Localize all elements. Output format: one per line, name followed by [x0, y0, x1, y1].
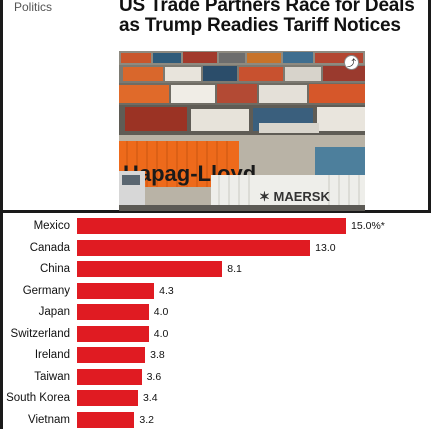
chart-row: Taiwan 3.6 [0, 367, 431, 389]
chart-row: Canada 13.0 [0, 238, 431, 260]
country-label: South Korea [0, 390, 70, 406]
bar [77, 261, 222, 277]
bar [77, 347, 145, 363]
headline[interactable]: US Trade Partners Race for Deals as Trum… [119, 0, 429, 36]
value-label: 3.6 [147, 369, 162, 385]
chart-row: China 8.1 [0, 259, 431, 281]
svg-text:✶ MAERSK: ✶ MAERSK [259, 189, 330, 204]
chart-row: Mexico 15.0%* [0, 216, 431, 238]
bar [77, 369, 142, 385]
value-label: 3.8 [150, 347, 165, 363]
news-card[interactable]: Politics US Trade Partners Race for Deal… [0, 0, 431, 213]
chart-row: Germany 4.3 [0, 281, 431, 303]
value-label: 3.4 [143, 390, 158, 406]
bar [77, 390, 138, 406]
country-label: China [0, 261, 70, 277]
chart-row: Ireland 3.8 [0, 345, 431, 367]
share-icon[interactable]: ⤴ [344, 55, 359, 70]
country-label: Japan [0, 304, 70, 320]
bar [77, 304, 149, 320]
value-label: 4.3 [159, 283, 174, 299]
value-label: 13.0 [315, 240, 335, 256]
value-label: 8.1 [227, 261, 242, 277]
value-label: 3.2 [139, 412, 154, 428]
chart-row: Vietnam 3.2 [0, 410, 431, 431]
bar [77, 283, 154, 299]
value-label: 4.0 [154, 304, 169, 320]
country-label: Vietnam [0, 412, 70, 428]
value-label: 15.0%* [351, 218, 385, 234]
category-label[interactable]: Politics [14, 0, 52, 14]
country-label: Mexico [0, 218, 70, 234]
country-label: Ireland [0, 347, 70, 363]
country-label: Canada [0, 240, 70, 256]
value-label: 4.0 [154, 326, 169, 342]
chart-row: Switzerland 4.0 [0, 324, 431, 346]
article-photo[interactable]: Hapag-Lloyd ✶ MAERSK [119, 51, 365, 211]
bar [77, 326, 149, 342]
tariff-bar-chart: Mexico 15.0%* Canada 13.0 China 8.1 Germany 4.3… [0, 216, 431, 429]
shipping-containers-image: Hapag-Lloyd ✶ MAERSK [119, 51, 365, 211]
bar [77, 412, 134, 428]
bar [77, 240, 310, 256]
country-label: Taiwan [0, 369, 70, 385]
country-label: Germany [0, 283, 70, 299]
chart-row: Japan 4.0 [0, 302, 431, 324]
country-label: Switzerland [0, 326, 70, 342]
bar [77, 218, 346, 234]
chart-row: South Korea 3.4 [0, 388, 431, 410]
